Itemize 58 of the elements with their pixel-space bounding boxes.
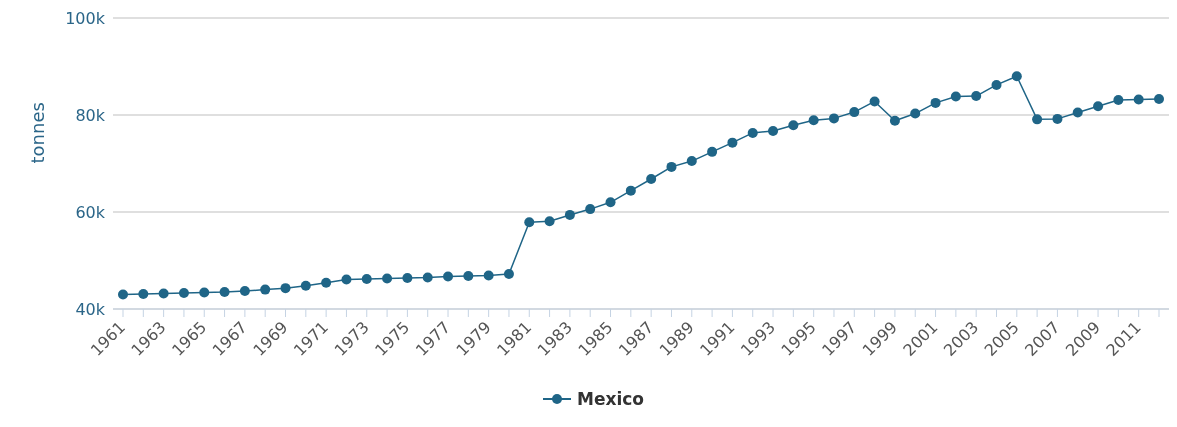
point bbox=[625, 185, 636, 196]
point bbox=[341, 274, 352, 285]
point bbox=[950, 91, 961, 102]
point bbox=[564, 209, 575, 220]
point bbox=[849, 107, 860, 118]
point bbox=[300, 280, 311, 291]
point bbox=[828, 113, 839, 124]
point bbox=[199, 287, 210, 298]
point bbox=[768, 126, 779, 137]
point bbox=[524, 217, 535, 228]
point bbox=[1032, 114, 1043, 125]
point bbox=[646, 174, 657, 185]
point bbox=[321, 277, 332, 288]
y-tick-label: 100k bbox=[65, 8, 106, 28]
point bbox=[1154, 94, 1164, 104]
point bbox=[402, 272, 413, 283]
point bbox=[889, 115, 900, 126]
point bbox=[280, 283, 291, 294]
point bbox=[991, 79, 1002, 90]
point bbox=[1093, 101, 1104, 112]
point bbox=[178, 288, 189, 298]
point bbox=[544, 216, 555, 227]
point bbox=[971, 91, 982, 102]
point bbox=[747, 127, 758, 138]
point bbox=[727, 137, 738, 148]
point bbox=[788, 120, 799, 131]
point bbox=[239, 286, 250, 297]
legend-label: Mexico bbox=[577, 389, 644, 409]
point bbox=[219, 287, 230, 298]
point bbox=[1052, 113, 1063, 124]
point bbox=[930, 97, 941, 108]
point bbox=[585, 204, 596, 215]
y-axis-title: tonnes bbox=[27, 102, 49, 164]
point bbox=[605, 197, 616, 208]
point bbox=[1133, 94, 1144, 105]
y-tick-label: 60k bbox=[75, 202, 106, 222]
point bbox=[869, 96, 880, 107]
point bbox=[260, 284, 271, 295]
point bbox=[483, 270, 494, 281]
point bbox=[808, 115, 819, 126]
point bbox=[686, 156, 697, 167]
y-tick-label: 40k bbox=[75, 299, 106, 319]
point bbox=[443, 271, 454, 282]
point bbox=[138, 288, 149, 299]
point bbox=[1113, 94, 1124, 105]
point bbox=[118, 289, 128, 300]
point bbox=[910, 108, 921, 119]
point bbox=[422, 272, 433, 283]
point bbox=[1011, 71, 1022, 82]
point bbox=[463, 271, 474, 282]
point bbox=[1072, 107, 1083, 118]
point bbox=[361, 273, 372, 284]
point bbox=[666, 161, 677, 172]
point bbox=[503, 269, 514, 280]
point bbox=[158, 288, 169, 299]
y-tick-label: 80k bbox=[75, 105, 106, 125]
point bbox=[382, 273, 393, 284]
point bbox=[707, 146, 718, 157]
